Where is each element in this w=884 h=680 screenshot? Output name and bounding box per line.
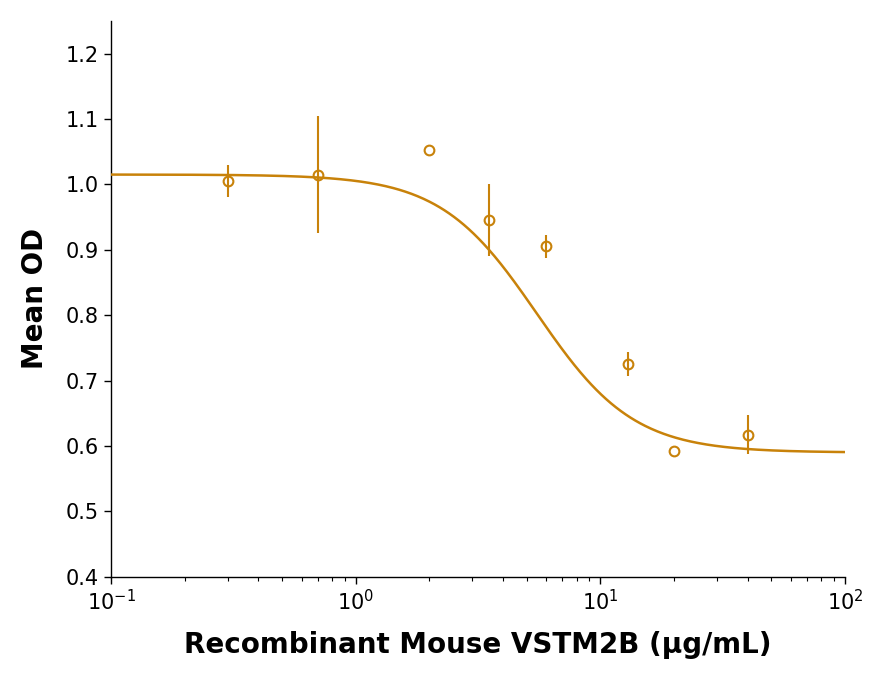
- Y-axis label: Mean OD: Mean OD: [21, 228, 49, 369]
- X-axis label: Recombinant Mouse VSTM2B (μg/mL): Recombinant Mouse VSTM2B (μg/mL): [184, 631, 772, 659]
